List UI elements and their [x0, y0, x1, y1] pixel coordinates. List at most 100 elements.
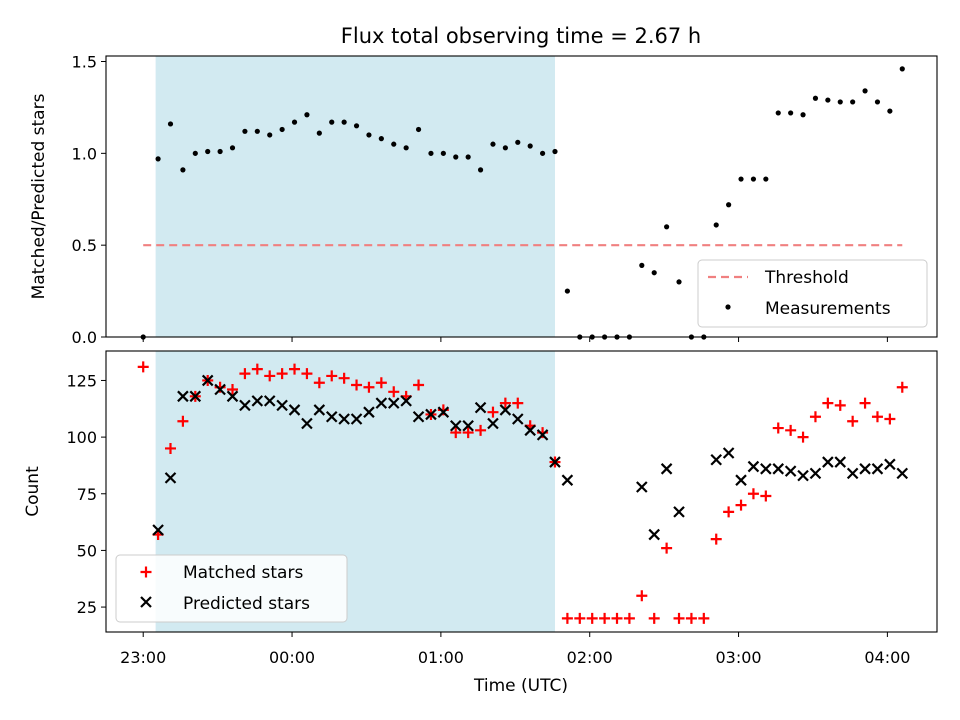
predicted-star-point [772, 463, 785, 475]
matched-star-point [363, 381, 375, 393]
measurement-point [750, 176, 757, 182]
x-tick-label: 01:00 [418, 648, 464, 667]
matched-star-point [685, 612, 697, 624]
y-axis-label-top: Matched/Predicted stars [29, 93, 49, 299]
matched-star-point [673, 612, 685, 624]
measurement-point [527, 143, 533, 149]
predicted-star-point [350, 413, 363, 425]
measurement-point [353, 123, 360, 129]
measurement-point [726, 202, 732, 208]
matched-star-point [648, 612, 660, 624]
predicted-star-point [859, 463, 871, 475]
matched-star-point [450, 427, 462, 439]
measurement-point [391, 141, 397, 147]
predicted-star-point [673, 506, 685, 518]
matched-star-point [164, 442, 176, 454]
matched-star-point [574, 612, 586, 624]
x-tick-label: 00:00 [269, 648, 315, 667]
measurement-point [850, 99, 856, 105]
measurement-point [155, 156, 161, 162]
predicted-star-point [214, 383, 226, 396]
measurement-point [812, 95, 819, 101]
predicted-star-point [747, 460, 760, 473]
legend-top: Threshold Measurements [697, 259, 928, 328]
measurement-point [229, 145, 236, 151]
legend-matched-swatch [140, 566, 152, 578]
y-tick-label-bottom: 25 [77, 598, 97, 617]
matched-star-point [227, 384, 239, 396]
matched-star-point [313, 377, 325, 389]
predicted-star-point [499, 404, 512, 416]
predicted-star-point [524, 424, 536, 437]
matched-star-point [289, 363, 301, 375]
matched-star-point [351, 379, 363, 391]
legend-box [115, 554, 348, 623]
predicted-star-point [512, 413, 524, 425]
predicted-star-point [660, 463, 673, 475]
matched-star-point [251, 363, 263, 375]
predicted-star-point [338, 413, 350, 425]
measurement-point [217, 148, 223, 155]
measurement-point [378, 136, 384, 142]
predicted-star-point [313, 404, 326, 416]
predicted-star-point [152, 524, 164, 536]
y-tick-label-bottom: 100 [66, 428, 97, 447]
predicted-star-point [363, 406, 375, 418]
measurement-point [825, 97, 831, 103]
predicted-star-point [239, 399, 251, 412]
matched-star-point [561, 612, 573, 624]
legend-predicted-swatch [140, 596, 152, 608]
predicted-star-point [412, 410, 425, 423]
predicted-star-point [189, 390, 202, 403]
legend-bottom: Matched stars Predicted stars [115, 554, 348, 623]
matched-star-point [859, 397, 871, 409]
predicted-star-point [251, 395, 264, 407]
predicted-star-point [896, 467, 909, 480]
matched-star-point [462, 427, 474, 439]
axes-frame-bottom [105, 350, 938, 633]
predicted-star-point [784, 465, 797, 477]
predicted-star-point [710, 453, 723, 466]
matched-star-point [710, 533, 722, 545]
measurement-point [254, 128, 260, 134]
matched-star-point [599, 612, 611, 624]
predicted-star-point [884, 458, 896, 471]
measurement-point [267, 132, 273, 138]
predicted-star-point [400, 395, 412, 407]
x-tick-label: 04:00 [864, 648, 910, 667]
measurement-point [465, 154, 471, 160]
matched-star-point [747, 488, 759, 500]
measurement-point [676, 279, 682, 285]
measurement-point [515, 139, 521, 145]
matched-star-point [301, 368, 313, 380]
measurement-point [180, 167, 186, 173]
predicted-star-point [549, 456, 561, 468]
measurement-point [738, 176, 744, 182]
matched-star-point [137, 361, 149, 373]
measurement-point [453, 154, 459, 160]
measurement-point [304, 112, 310, 118]
predicted-star-point [846, 467, 859, 480]
predicted-star-point [449, 420, 462, 432]
predicted-star-point [325, 410, 338, 423]
measurement-point [490, 141, 496, 147]
axes-frame-top [105, 55, 938, 338]
legend-matched-label: Matched stars [183, 563, 303, 583]
predicted-star-point [871, 463, 884, 475]
measurement-point [341, 119, 347, 125]
predicted-star-point [177, 390, 189, 403]
matched-star-point [698, 612, 710, 624]
predicted-star-point [387, 397, 400, 409]
matched-star-point [487, 406, 499, 418]
measurement-point [639, 262, 645, 268]
predicted-star-point [201, 374, 214, 387]
predicted-star-point [760, 463, 772, 475]
predicted-star-point [822, 456, 834, 468]
legend-measurements-swatch [725, 304, 731, 310]
matched-star-point [834, 399, 846, 411]
predicted-star-point [722, 447, 735, 459]
measurement-point [242, 128, 248, 134]
y-tick-label-top: 1.0 [72, 144, 97, 163]
matched-star-point [499, 397, 511, 409]
measurement-point [539, 150, 546, 156]
